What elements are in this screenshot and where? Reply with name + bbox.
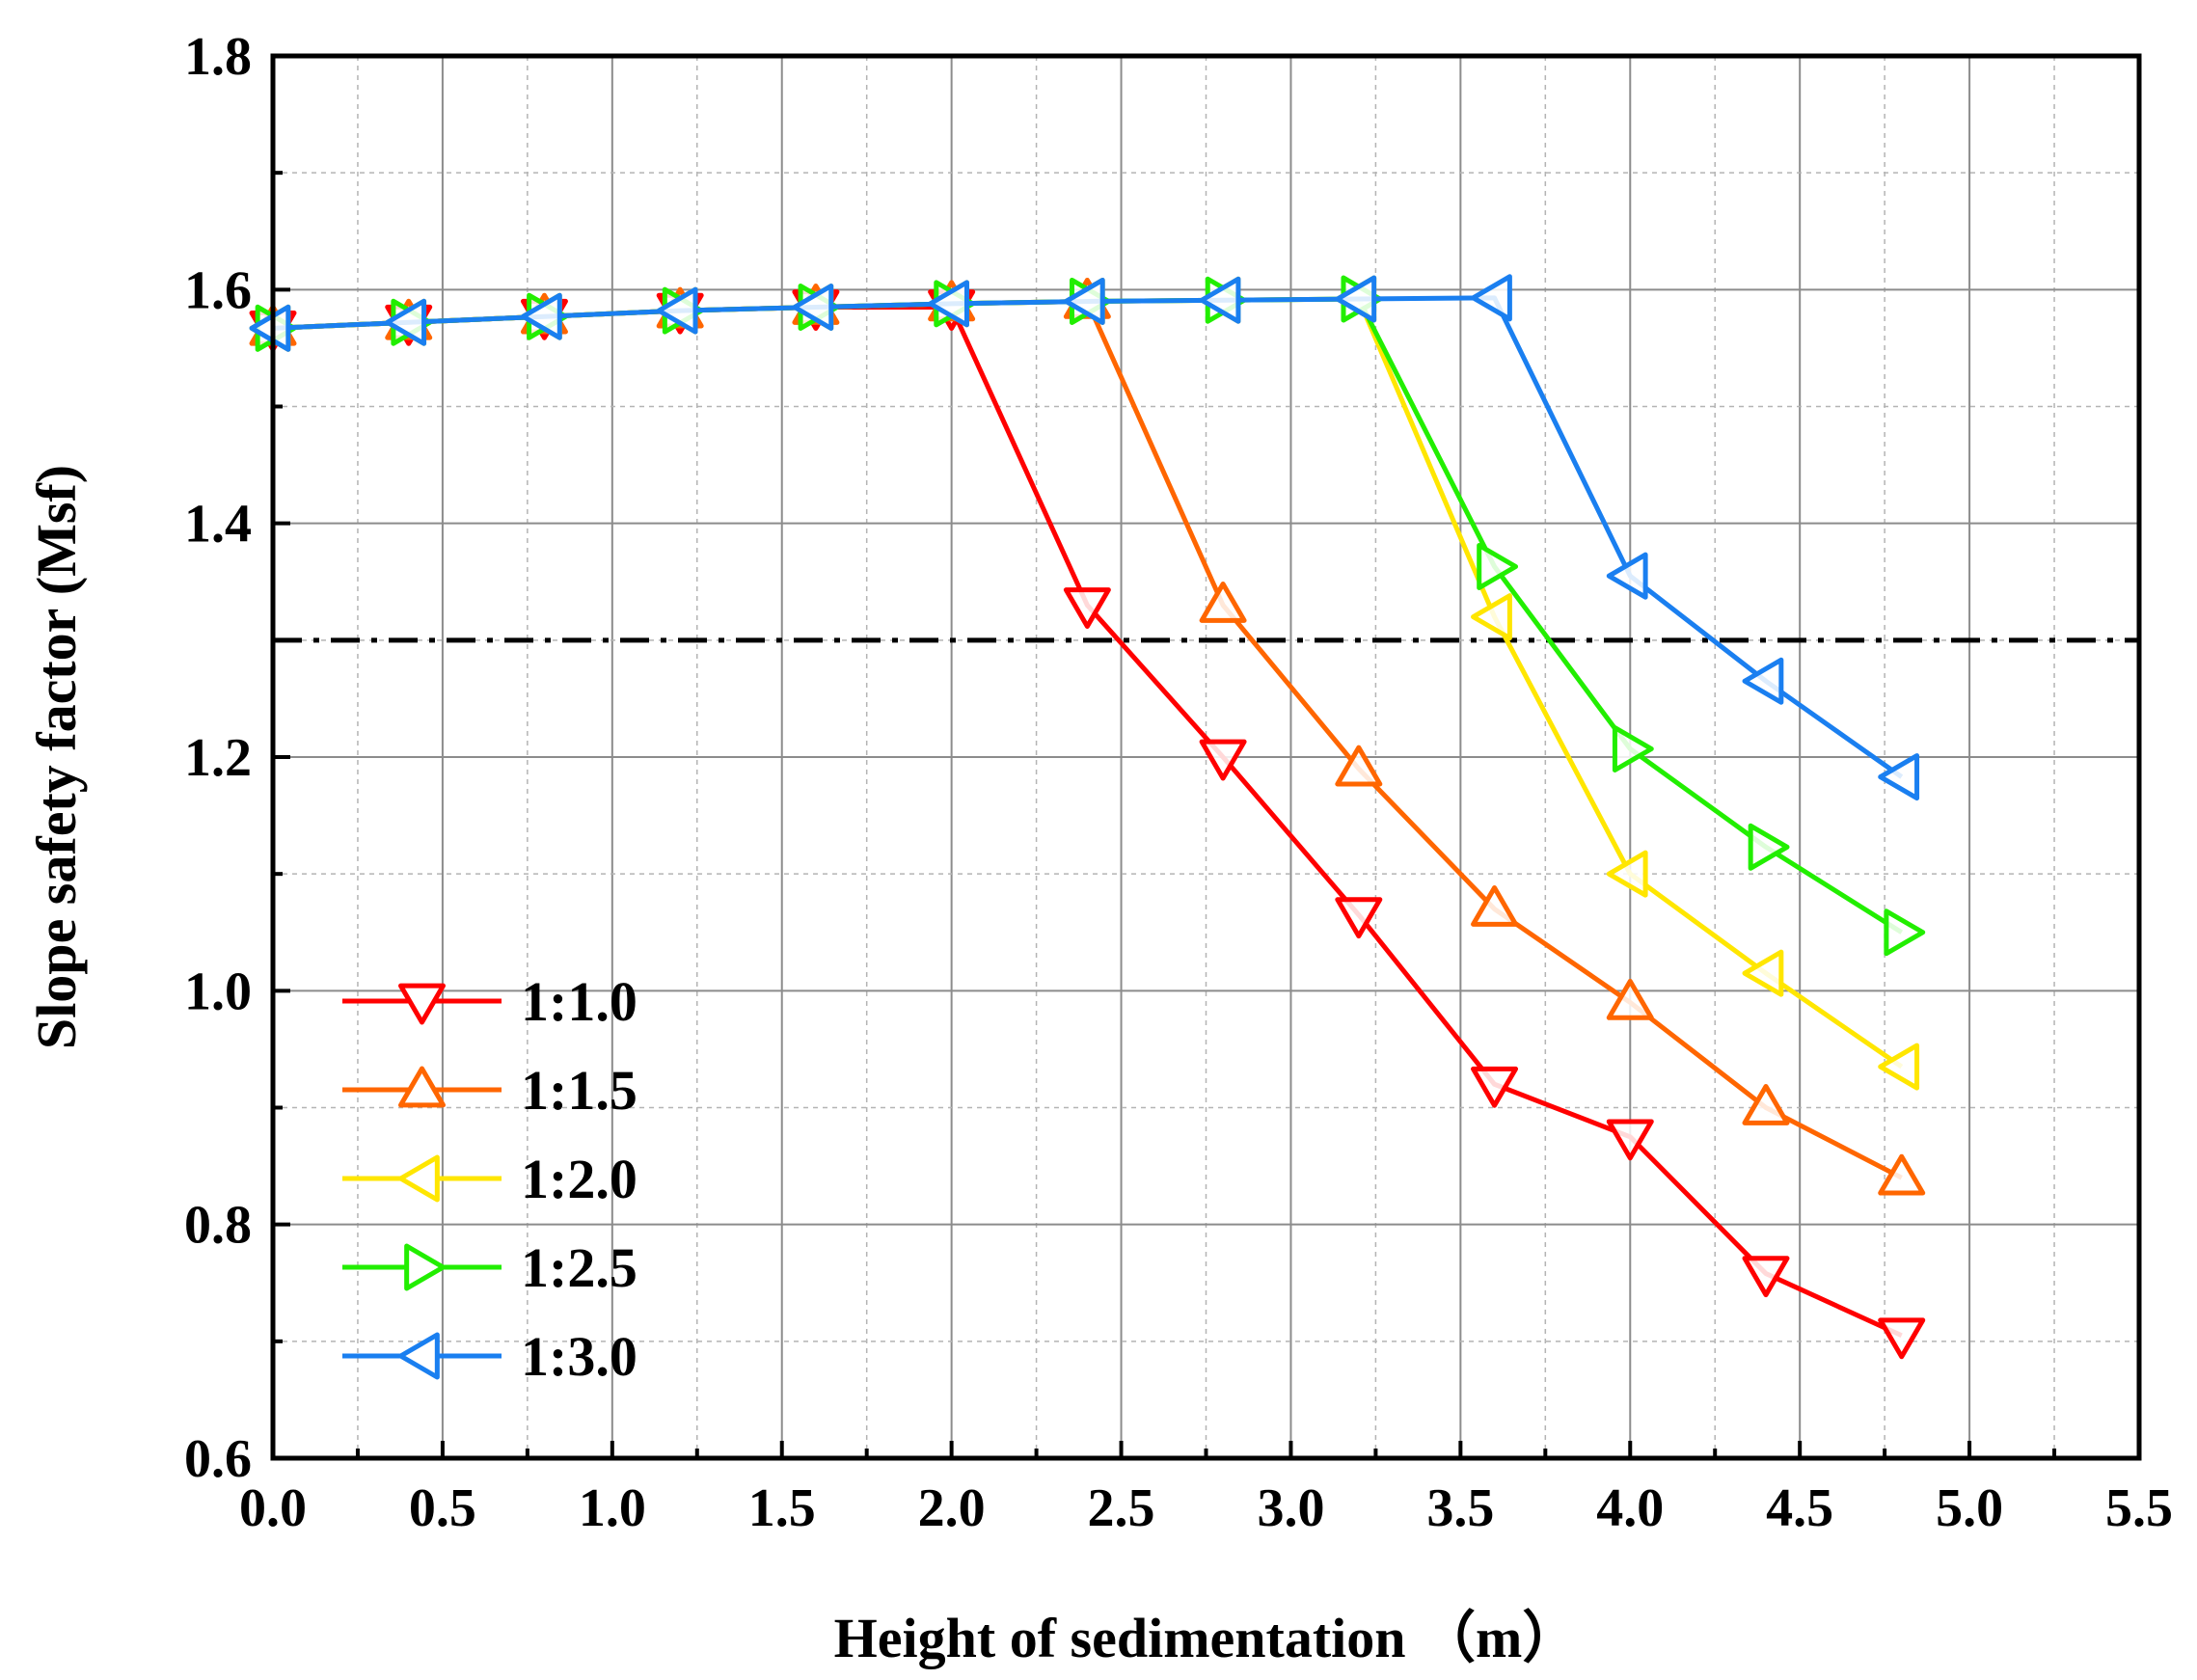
- x-tick-label: 5.5: [2105, 1478, 2173, 1538]
- tick-labels: 0.0 0.5 1.0 1.5 2.0 2.5 3.0 3.5 4.0 4.5 5.0 5.5 0.6 0…: [184, 27, 2173, 1538]
- data-point: [1748, 823, 1790, 871]
- data-point: [1471, 1066, 1519, 1108]
- data-point: [1335, 745, 1383, 787]
- y-tick-label: 1.8: [184, 27, 252, 87]
- data-point: [1606, 552, 1648, 600]
- data-point: [1199, 581, 1247, 623]
- data-point: [656, 286, 698, 335]
- legend-marker: [398, 1332, 440, 1380]
- data-point: [1606, 850, 1648, 898]
- y-tick-label: 0.6: [184, 1429, 252, 1489]
- y-tick-label: 1.6: [184, 260, 252, 320]
- legend: 1:1.0 1:1.5 1:2.0 1:2.5 1:3.0: [342, 970, 637, 1388]
- data-point: [1477, 542, 1519, 590]
- data-point: [1878, 1317, 1926, 1360]
- legend-label: 1:2.5: [521, 1236, 637, 1299]
- legend-marker: [404, 1243, 446, 1291]
- data-point: [1471, 274, 1512, 322]
- data-point: [928, 280, 969, 328]
- data-point: [1612, 725, 1654, 773]
- data-point: [1606, 978, 1654, 1020]
- data-point: [1063, 277, 1105, 325]
- axis-ticks: [271, 54, 2141, 1460]
- data-point: [249, 304, 291, 352]
- series-layer: [249, 274, 1926, 1360]
- x-tick-label: 1.0: [579, 1478, 646, 1538]
- data-point: [1471, 885, 1519, 927]
- x-tick-label: 3.0: [1257, 1478, 1324, 1538]
- x-axis-title: Height of sedimentation （m）: [834, 1607, 1579, 1669]
- data-point: [1878, 1043, 1920, 1091]
- legend-label: 1:1.5: [521, 1059, 637, 1122]
- legend-label: 1:2.0: [521, 1148, 637, 1210]
- legend-label: 1:3.0: [521, 1325, 637, 1388]
- data-point: [385, 298, 427, 346]
- data-point: [1335, 275, 1377, 323]
- series-1-3-0: [249, 274, 1920, 801]
- data-point: [1742, 949, 1784, 997]
- y-tick-label: 1.0: [184, 962, 252, 1021]
- legend-item: 1:3.0: [342, 1325, 637, 1388]
- x-tick-label: 4.0: [1596, 1478, 1664, 1538]
- y-tick-label: 1.2: [184, 728, 252, 788]
- data-point: [1742, 657, 1784, 705]
- data-point: [1199, 739, 1247, 781]
- data-point: [1884, 908, 1926, 957]
- data-point: [792, 284, 834, 332]
- y-axis-title: Slope safety factor (Msf): [25, 465, 88, 1049]
- legend-item: 1:1.5: [342, 1059, 637, 1122]
- x-tick-label: 4.5: [1766, 1478, 1833, 1538]
- x-tick-label: 3.5: [1426, 1478, 1494, 1538]
- data-point: [1063, 587, 1111, 629]
- legend-label: 1:1.0: [521, 970, 637, 1033]
- legend-marker: [398, 1066, 446, 1108]
- legend-item: 1:2.0: [342, 1148, 637, 1210]
- data-point: [1878, 1153, 1926, 1196]
- data-point: [1742, 1084, 1790, 1125]
- x-tick-label: 1.5: [748, 1478, 816, 1538]
- legend-item: 1:2.5: [342, 1236, 637, 1299]
- x-tick-label: 5.0: [1936, 1478, 2003, 1538]
- data-point: [1878, 753, 1920, 801]
- data-point: [1742, 1256, 1790, 1298]
- legend-item: 1:1.0: [342, 970, 637, 1033]
- x-tick-label: 2.5: [1088, 1478, 1155, 1538]
- y-tick-label: 1.4: [184, 495, 252, 555]
- legend-marker: [398, 983, 446, 1025]
- data-point: [1335, 897, 1383, 939]
- x-tick-label: 0.0: [239, 1478, 307, 1538]
- data-point: [520, 292, 562, 340]
- data-point: [1199, 276, 1241, 324]
- legend-marker: [398, 1154, 440, 1203]
- x-tick-label: 2.0: [918, 1478, 986, 1538]
- data-point: [1606, 1119, 1654, 1161]
- y-tick-label: 0.8: [184, 1196, 252, 1256]
- data-point: [1471, 593, 1512, 641]
- x-tick-label: 0.5: [409, 1478, 476, 1538]
